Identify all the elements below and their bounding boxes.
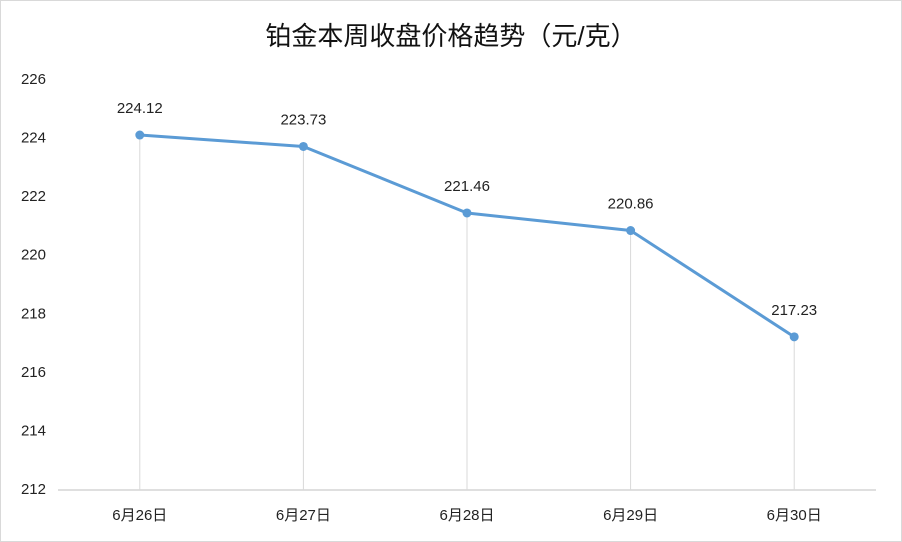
data-label: 224.12 [117,100,163,117]
data-label: 217.23 [771,302,817,319]
y-tick-label: 218 [21,305,46,322]
y-tick-label: 212 [21,481,46,498]
y-tick-label: 226 [21,71,46,88]
data-label: 221.46 [444,178,490,195]
data-point [298,141,308,151]
y-tick-label: 216 [21,364,46,381]
data-label: 223.73 [280,111,326,128]
x-tick-label: 6月28日 [439,507,494,524]
data-point [789,332,799,342]
chart-title: 铂金本周收盘价格趋势（元/克） [265,21,636,51]
x-tick-label: 6月30日 [767,507,822,524]
data-point [626,226,636,236]
data-label: 220.86 [608,195,654,212]
y-tick-label: 214 [21,422,46,439]
y-tick-label: 220 [21,247,46,264]
data-point [135,130,145,140]
y-tick-label: 224 [21,130,46,147]
y-tick-label: 222 [21,188,46,205]
data-point [462,208,472,218]
x-tick-label: 6月29日 [603,507,658,524]
x-tick-label: 6月27日 [276,507,331,524]
x-tick-label: 6月26日 [112,507,167,524]
